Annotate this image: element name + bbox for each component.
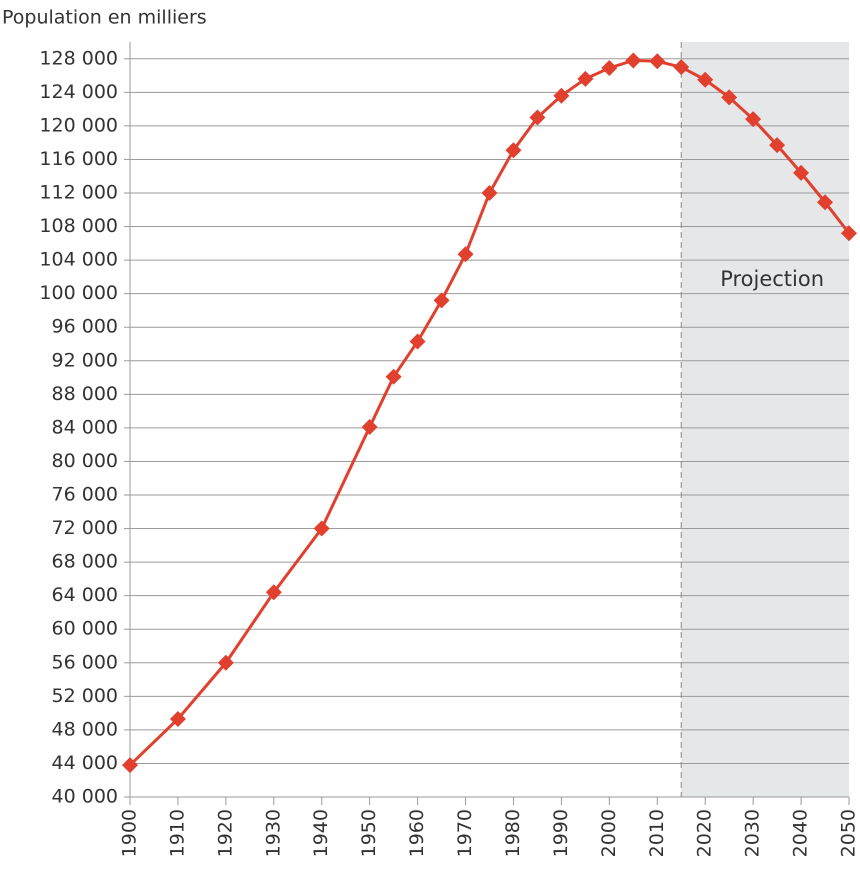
marker [122,757,138,774]
marker [841,225,857,242]
projection-zone [681,42,849,797]
y-tick-label: 116 000 [39,148,118,170]
y-tick-label: 64 000 [52,584,118,606]
marker [625,52,642,69]
y-tick-label: 100 000 [39,282,118,304]
marker [361,419,378,436]
x-tick-label: 2050 [838,809,860,857]
marker [457,246,474,263]
x-tick-label: 1970 [454,809,476,857]
x-tick-label: 1980 [502,809,524,857]
marker [217,654,234,671]
y-tick-label: 120 000 [39,114,118,136]
y-tick-label: 60 000 [52,618,118,640]
marker [673,59,690,76]
marker [313,520,330,537]
marker [169,710,186,727]
y-tick-label: 124 000 [39,81,118,103]
y-tick-label: 52 000 [52,685,118,707]
marker [793,164,810,181]
marker [409,333,426,350]
marker [649,53,666,70]
y-tick-label: 104 000 [39,249,118,271]
y-tick-label: 108 000 [39,215,118,237]
y-tick-label: 88 000 [52,383,118,405]
y-tick-label: 44 000 [52,752,118,774]
y-tick-label: 112 000 [39,182,118,204]
marker [481,185,498,201]
marker [529,109,546,126]
x-tick-label: 2040 [790,809,812,857]
marker [505,142,522,159]
marker [697,71,714,88]
x-tick-label: 2010 [646,809,668,857]
y-tick-label: 56 000 [52,651,118,673]
chart-title: Population en milliers [2,7,207,29]
x-tick-label: 1900 [119,809,141,857]
y-tick-label: 96 000 [52,316,118,338]
y-tick-label: 48 000 [52,718,118,740]
x-tick-label: 2020 [694,809,716,857]
projection-label: Projection [720,267,824,291]
y-tick-label: 72 000 [52,517,118,539]
marker [385,368,402,385]
x-tick-label: 1960 [406,809,428,857]
y-tick-label: 68 000 [52,551,118,573]
marker [433,292,450,309]
marker [721,89,738,106]
x-tick-label: 1950 [358,809,380,857]
marker [265,584,282,601]
x-tick-label: 1990 [550,809,572,857]
marker [577,70,594,87]
x-tick-label: 1920 [214,809,236,857]
y-tick-label: 128 000 [39,47,118,69]
x-tick-label: 1930 [262,809,284,857]
marker [601,60,618,77]
y-tick-label: 40 000 [52,786,118,808]
y-tick-label: 80 000 [52,450,118,472]
marker [817,194,834,211]
y-tick-label: 84 000 [52,416,118,438]
y-tick-label: 92 000 [52,349,118,371]
x-tick-label: 2030 [742,809,764,857]
marker [553,87,570,104]
marker [745,111,762,128]
marker [769,137,786,154]
x-tick-label: 1940 [310,809,332,857]
x-tick-label: 2000 [598,809,620,857]
x-tick-label: 1910 [166,809,188,857]
y-tick-label: 76 000 [52,484,118,506]
